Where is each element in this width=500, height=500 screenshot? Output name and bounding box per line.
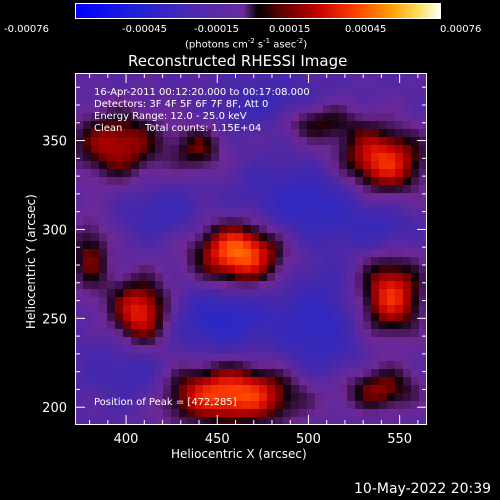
y-tick-label: 250 xyxy=(42,312,67,327)
colorbar xyxy=(75,3,441,19)
x-tick-label: 500 xyxy=(296,432,321,447)
colorbar-tick-label: -0.00045 xyxy=(122,24,167,35)
colorbar-units: (photons cm-2 s-1 asec-2) xyxy=(185,37,308,51)
detectors-label: Detectors: 3F 4F 5F 6F 7F 8F, Att 0 xyxy=(94,99,269,110)
timestamp: 10-May-2022 20:39 xyxy=(354,481,492,497)
energy-range-label: Energy Range: 12.0 - 25.0 keV xyxy=(94,111,247,122)
heatmap-image xyxy=(75,73,427,425)
x-tick-label: 450 xyxy=(205,432,230,447)
x-tick-label: 550 xyxy=(387,432,412,447)
total-counts-label: Total counts: 1.15E+04 xyxy=(145,123,262,134)
clean-label: Clean xyxy=(94,123,123,134)
colorbar-tick-label: 0.00045 xyxy=(345,24,387,35)
axis-tick-labels: 400 450 500 550 200 250 300 350 xyxy=(42,135,412,447)
chart-title: Reconstructed RHESSI Image xyxy=(128,52,348,70)
colorbar-tick-label: 0.00076 xyxy=(440,24,482,35)
time-range-label: 16-Apr-2011 00:12:20.000 to 00:17:08.000 xyxy=(94,87,310,98)
peak-position-label: Position of Peak = [472,285] xyxy=(94,397,237,408)
y-tick-label: 350 xyxy=(42,135,67,150)
axis-ticks xyxy=(75,73,427,425)
plot-frame xyxy=(75,73,427,425)
x-axis-label: Heliocentric X (arcsec) xyxy=(171,447,307,461)
y-tick-label: 200 xyxy=(42,401,67,416)
colorbar-tick-label: -0.00076 xyxy=(4,24,49,35)
colorbar-tick-label: -0.00015 xyxy=(194,24,239,35)
colorbar-tick-label: 0.00015 xyxy=(269,24,311,35)
y-tick-label: 300 xyxy=(42,223,67,238)
y-axis-label: Heliocentric Y (arcsec) xyxy=(24,194,38,329)
x-tick-label: 400 xyxy=(114,432,139,447)
